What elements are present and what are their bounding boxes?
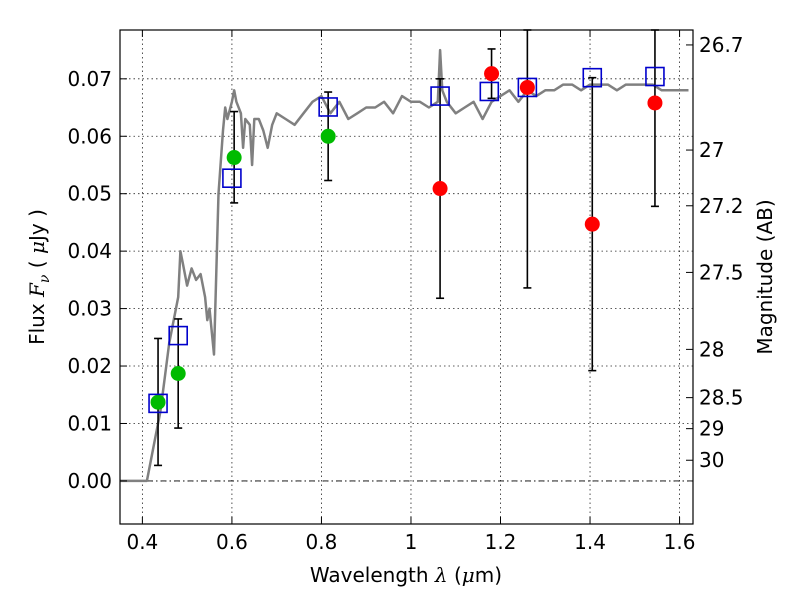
model-point <box>645 66 665 87</box>
x-tick-label: 1.2 <box>485 530 517 554</box>
y2-tick-label: 26.7 <box>699 33 744 57</box>
x-axis-label: Wavelength λ (μm) <box>310 563 502 587</box>
y-tick-label: 0.06 <box>67 124 112 148</box>
y-tick-label: 0.03 <box>67 297 112 321</box>
y2-axis: 26.7 27 27.2 27.5 28 28.5 29 30 <box>686 33 744 472</box>
data-point <box>484 66 500 82</box>
data-point <box>150 394 166 410</box>
y-axis-label: Flux Fν ( μJy ) <box>25 209 53 345</box>
model-point <box>430 86 450 106</box>
model-point <box>318 97 338 117</box>
y-axis: 0.00 0.01 0.02 0.03 0.04 0.05 0.06 0.07 <box>67 67 127 493</box>
model-point <box>168 325 188 346</box>
model-point <box>582 67 603 88</box>
y2-tick-label: 27.2 <box>699 194 744 218</box>
model-spectrum <box>120 48 689 483</box>
y2-tick-label: 30 <box>699 448 724 472</box>
x-tick-label: 1 <box>405 530 418 554</box>
data-point <box>584 216 600 232</box>
y2-tick-label: 27 <box>699 138 724 162</box>
y-tick-label: 0.02 <box>67 354 112 378</box>
data-point <box>647 95 663 111</box>
y-tick-label: 0.07 <box>67 67 112 91</box>
y2-tick-label: 27.5 <box>699 260 744 284</box>
model-point <box>479 81 500 102</box>
spectrum-line <box>120 48 689 483</box>
data-point <box>519 79 535 95</box>
data-point <box>226 150 242 166</box>
y2-axis-label: Magnitude (AB) <box>753 199 777 354</box>
x-tick-label: 0.6 <box>216 530 248 554</box>
x-tick-label: 1.6 <box>664 530 696 554</box>
y-tick-label: 0.04 <box>67 239 112 263</box>
model-point <box>222 168 242 188</box>
x-tick-label: 0.8 <box>306 530 338 554</box>
photometry-markers <box>148 66 665 414</box>
y2-tick-label: 28 <box>699 337 724 361</box>
data-point <box>320 128 336 144</box>
plot-frame <box>119 29 694 525</box>
y-tick-label: 0.05 <box>67 182 112 206</box>
model-point <box>148 393 168 414</box>
error-bars <box>154 29 659 467</box>
data-point <box>432 181 448 197</box>
y2-tick-label: 29 <box>699 417 724 441</box>
x-tick-label: 1.4 <box>574 530 606 554</box>
x-axis: 0.4 0.6 0.8 1 1.2 1.4 1.6 <box>126 30 695 554</box>
x-tick-label: 0.4 <box>126 530 158 554</box>
y-tick-label: 0.00 <box>67 469 112 493</box>
grid <box>120 30 693 524</box>
y2-tick-label: 28.5 <box>699 386 744 410</box>
data-point <box>170 366 186 382</box>
model-point <box>517 77 538 98</box>
y-tick-label: 0.01 <box>67 411 112 435</box>
